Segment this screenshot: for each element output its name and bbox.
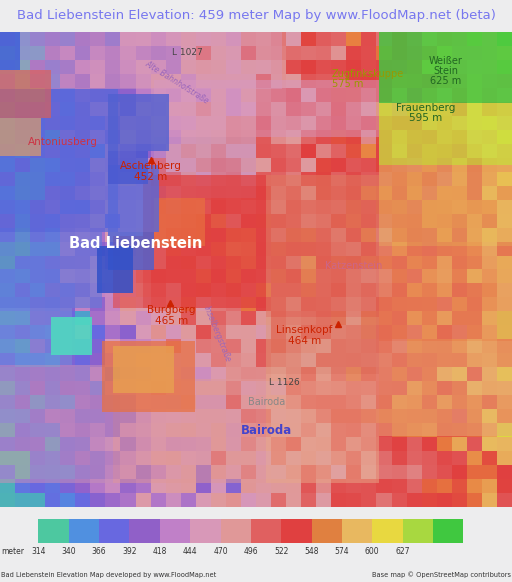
Bar [113,346,174,393]
Bar [108,94,169,151]
Bar [108,165,159,232]
Bar [379,340,512,436]
Text: Frauenberg: Frauenberg [396,103,456,113]
Bar [99,519,130,543]
Bar [143,175,266,307]
Text: 444: 444 [183,548,198,556]
Text: 366: 366 [92,548,106,556]
Text: L 1027: L 1027 [172,48,202,57]
Text: 452 m: 452 m [135,172,167,182]
Text: 314: 314 [31,548,46,556]
Text: Linsenkopf: Linsenkopf [276,325,333,335]
Text: 522: 522 [274,548,288,556]
Text: 600: 600 [365,548,379,556]
Bar [433,519,463,543]
Bar [130,519,160,543]
Text: L 1126: L 1126 [269,378,300,387]
Bar [154,198,205,246]
Text: 574: 574 [335,548,349,556]
Text: Bad Liebenstein Elevation Map developed by www.FloodMap.net: Bad Liebenstein Elevation Map developed … [1,572,216,579]
Bar [372,519,402,543]
Bar [379,32,512,103]
Text: Bairoda: Bairoda [241,424,292,436]
Text: Katzenstein: Katzenstein [325,261,382,271]
Bar [113,236,143,307]
Text: 496: 496 [244,548,258,556]
Bar [154,80,379,137]
Text: Stein: Stein [433,66,458,76]
Text: 470: 470 [213,548,228,556]
Text: 575 m: 575 m [332,79,363,89]
Text: Burgberg: Burgberg [147,305,196,315]
Bar [312,519,342,543]
Bar [0,307,72,364]
Bar [0,70,51,118]
Bar [402,519,433,543]
Bar [379,246,512,340]
Bar [0,364,113,483]
Bar [51,317,92,355]
Bar [266,175,379,317]
Bar [38,519,69,543]
Text: Inselbergstraße: Inselbergstraße [202,304,233,363]
Bar [281,519,312,543]
Bar [0,118,41,155]
Bar [379,103,512,165]
Bar [190,519,221,543]
Bar [266,317,379,374]
Bar [154,137,256,198]
Text: Weißer: Weißer [429,55,462,66]
Bar [108,232,154,269]
Text: Base map © OpenStreetMap contributors: Base map © OpenStreetMap contributors [372,572,511,579]
Text: 548: 548 [304,548,319,556]
Bar [0,89,118,232]
Bar [0,32,282,89]
Text: Antoniusberg: Antoniusberg [28,137,98,147]
Text: Bairoda: Bairoda [248,396,285,407]
Bar [102,340,195,412]
Bar [0,232,102,307]
Bar [221,519,251,543]
Bar [69,519,99,543]
Bar [379,165,512,246]
Bar [251,519,281,543]
Text: Zugfinkskuppe: Zugfinkskuppe [332,69,404,79]
Text: 627: 627 [395,548,410,556]
Text: 464 m: 464 m [288,336,321,346]
Bar [0,32,20,70]
Bar [108,151,148,184]
Bar [342,519,372,543]
Text: 625 m: 625 m [430,76,461,86]
Text: 418: 418 [153,548,167,556]
Text: Bad Liebenstein Elevation: 459 meter Map by www.FloodMap.net (beta): Bad Liebenstein Elevation: 459 meter Map… [16,9,496,23]
Text: Bad Liebenstein: Bad Liebenstein [69,236,202,251]
Bar [160,519,190,543]
Text: 465 m: 465 m [155,316,188,326]
Bar [266,374,379,483]
Text: 392: 392 [122,548,137,556]
Bar [97,246,133,293]
Bar [113,379,266,483]
Text: Aschenberg: Aschenberg [120,161,182,171]
Text: 340: 340 [61,548,76,556]
Text: Alte Bahnhofstraße: Alte Bahnhofstraße [143,59,210,105]
Text: 595 m: 595 m [410,113,442,123]
Text: meter: meter [1,548,24,556]
